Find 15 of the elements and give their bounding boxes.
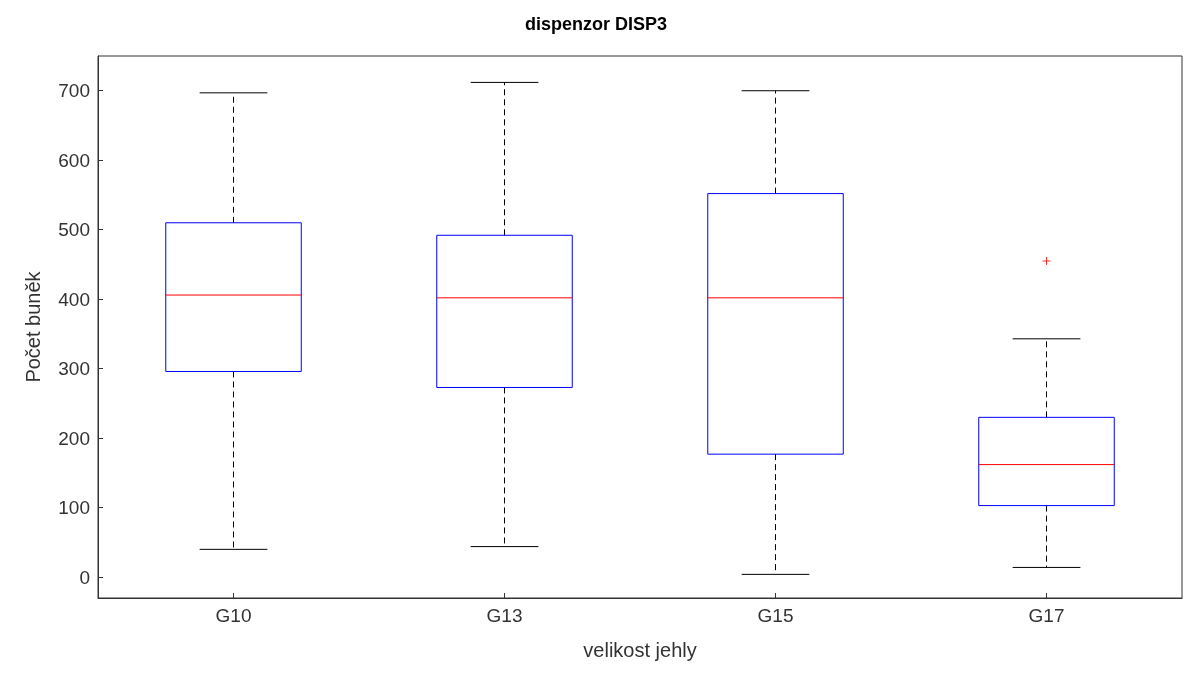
y-tick-label: 600 [58,149,90,171]
y-tick-label: 500 [58,219,90,241]
x-axis-title: velikost jehly [583,639,697,661]
y-tick-label: 300 [58,358,90,380]
x-tick-label: G10 [215,605,252,626]
y-tick-label: 100 [58,497,90,519]
y-axis-title: Počet buněk [22,270,44,383]
x-tick-label: G13 [486,605,523,626]
x-tick-label: G15 [757,605,794,626]
chart-title: dispenzor DISP3 [524,14,668,34]
y-tick-label: 200 [58,427,90,449]
y-tick-label: 400 [58,288,90,310]
x-tick-label: G17 [1028,605,1065,626]
y-tick-label: 0 [79,566,90,588]
y-tick-label: 700 [58,80,90,102]
